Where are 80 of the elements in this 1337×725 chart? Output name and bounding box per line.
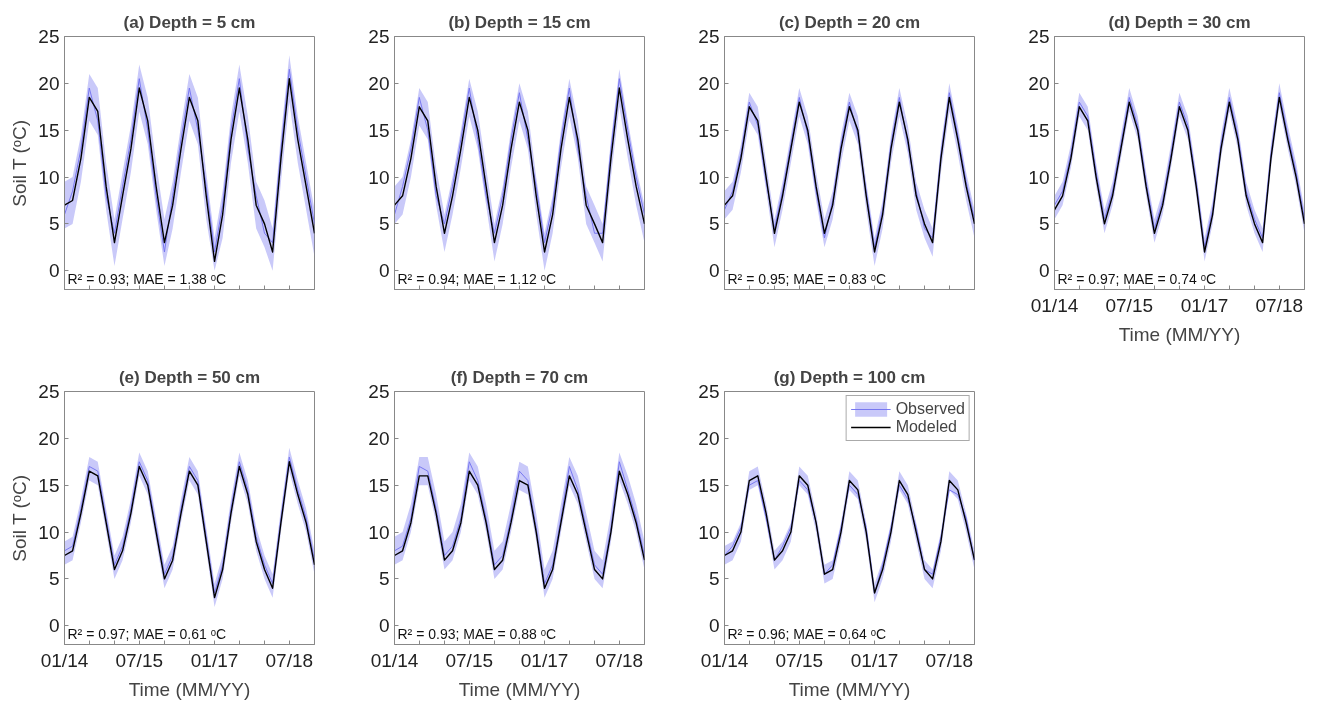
y-tick-label: 5 xyxy=(48,213,60,235)
y-tick-label: 5 xyxy=(1038,213,1050,235)
chart-title: (c) Depth = 20 cm xyxy=(778,12,921,32)
chart-title: (f) Depth = 70 cm xyxy=(450,367,589,387)
annotation: R² = 0.97; MAE = 0.74 ᵒC xyxy=(1057,270,1217,287)
y-tick-label: 15 xyxy=(38,119,60,141)
y-tick-label: 0 xyxy=(1038,260,1050,282)
x-tick-label: 01/14 xyxy=(370,649,419,671)
y-tick-label: 10 xyxy=(38,166,60,188)
y-tick-label: 0 xyxy=(48,615,60,637)
y-tick-label: 10 xyxy=(38,521,60,543)
x-tick-label: 01/17 xyxy=(190,649,239,671)
legend-label: Modeled xyxy=(895,418,957,436)
y-tick-label: 20 xyxy=(698,72,720,94)
legend-label: Observed xyxy=(895,400,965,418)
x-tick-label: 01/17 xyxy=(520,649,569,671)
chart-title: (g) Depth = 100 cm xyxy=(773,367,926,387)
annotation: R² = 0.96; MAE = 0.64 ᵒC xyxy=(727,625,887,642)
y-tick-label: 0 xyxy=(708,615,720,637)
annotation: R² = 0.93; MAE = 1.38 ᵒC xyxy=(67,270,227,287)
y-tick-label: 25 xyxy=(38,26,60,47)
x-tick-label: 01/14 xyxy=(40,649,89,671)
x-tick-label: 01/14 xyxy=(1030,294,1079,316)
chart-title: (e) Depth = 50 cm xyxy=(118,367,261,387)
y-tick-label: 0 xyxy=(48,260,60,282)
annotation: R² = 0.97; MAE = 0.61 ᵒC xyxy=(67,625,227,642)
y-tick-label: 20 xyxy=(698,427,720,449)
y-tick-label: 20 xyxy=(1028,72,1050,94)
x-tick-label: 07/15 xyxy=(115,649,164,671)
x-tick-label: 07/18 xyxy=(595,649,644,671)
x-tick-label: 07/18 xyxy=(1255,294,1304,316)
y-tick-label: 5 xyxy=(378,213,390,235)
annotation: R² = 0.95; MAE = 0.83 ᵒC xyxy=(727,270,887,287)
y-axis-title: Soil T (ᵒC) xyxy=(9,474,31,562)
y-tick-label: 25 xyxy=(1028,26,1050,47)
y-tick-label: 10 xyxy=(368,521,390,543)
y-tick-label: 15 xyxy=(38,474,60,496)
y-tick-label: 20 xyxy=(38,427,60,449)
y-tick-label: 15 xyxy=(698,119,720,141)
x-tick-label: 07/15 xyxy=(1105,294,1154,316)
annotation: R² = 0.93; MAE = 0.88 ᵒC xyxy=(397,625,557,642)
y-tick-label: 25 xyxy=(38,381,60,402)
y-tick-label: 25 xyxy=(698,26,720,47)
chart-title: (d) Depth = 30 cm xyxy=(1108,12,1251,32)
y-tick-label: 10 xyxy=(368,166,390,188)
y-tick-label: 10 xyxy=(698,166,720,188)
x-tick-label: 07/18 xyxy=(925,649,974,671)
x-tick-label: 07/15 xyxy=(775,649,824,671)
y-tick-label: 25 xyxy=(368,381,390,402)
y-tick-label: 5 xyxy=(378,568,390,590)
y-tick-label: 10 xyxy=(698,521,720,543)
y-tick-label: 25 xyxy=(368,26,390,47)
x-tick-label: 01/14 xyxy=(700,649,749,671)
y-tick-label: 0 xyxy=(378,260,390,282)
y-tick-label: 15 xyxy=(698,474,720,496)
x-tick-label: 01/17 xyxy=(850,649,899,671)
y-tick-label: 15 xyxy=(1028,119,1050,141)
y-axis-title: Soil T (ᵒC) xyxy=(9,119,31,207)
x-axis-title: Time (MM/YY) xyxy=(458,678,581,700)
y-tick-label: 0 xyxy=(378,615,390,637)
y-tick-label: 25 xyxy=(698,381,720,402)
y-tick-label: 15 xyxy=(368,474,390,496)
y-tick-label: 5 xyxy=(708,213,720,235)
y-tick-label: 20 xyxy=(368,427,390,449)
y-tick-label: 5 xyxy=(708,568,720,590)
x-tick-label: 01/17 xyxy=(1180,294,1229,316)
x-tick-label: 07/15 xyxy=(445,649,494,671)
x-tick-label: 07/18 xyxy=(265,649,314,671)
y-tick-label: 10 xyxy=(1028,166,1050,188)
annotation: R² = 0.94; MAE = 1.12 ᵒC xyxy=(397,270,557,287)
chart-title: (a) Depth = 5 cm xyxy=(123,12,256,32)
y-tick-label: 20 xyxy=(38,72,60,94)
y-tick-label: 0 xyxy=(708,260,720,282)
y-tick-label: 15 xyxy=(368,119,390,141)
chart-title: (b) Depth = 15 cm xyxy=(448,12,591,32)
y-tick-label: 5 xyxy=(48,568,60,590)
y-tick-label: 20 xyxy=(368,72,390,94)
x-axis-title: Time (MM/YY) xyxy=(1118,323,1241,345)
x-axis-title: Time (MM/YY) xyxy=(788,678,911,700)
x-axis-title: Time (MM/YY) xyxy=(128,678,251,700)
